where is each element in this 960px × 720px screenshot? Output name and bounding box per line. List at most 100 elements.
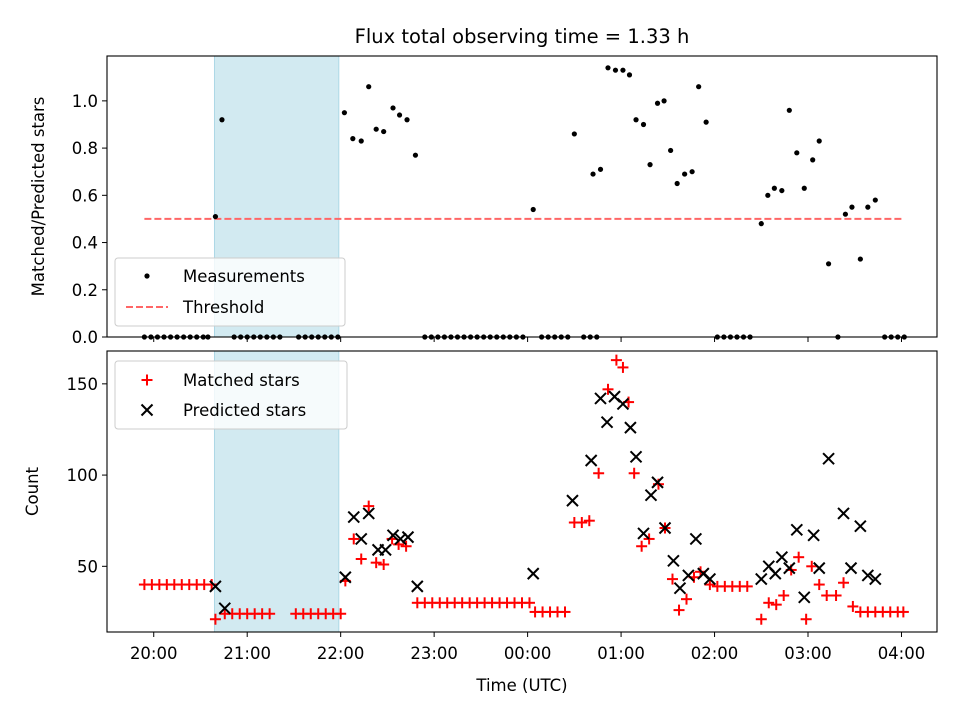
- predicted-star-point: [807, 529, 820, 542]
- predicted-star-point: [401, 530, 415, 544]
- measurement-point: [212, 213, 219, 220]
- matched-star-point: [800, 613, 812, 625]
- measurement-point: [771, 185, 777, 191]
- predicted-star-point: [624, 421, 637, 434]
- matched-star-point: [370, 557, 382, 569]
- predicted-star-point: [584, 454, 598, 467]
- matched-star-point: [673, 604, 685, 616]
- predicted-legend-glyph: [140, 403, 154, 417]
- predicted-star-point: [813, 561, 826, 575]
- measurement-point: [350, 136, 356, 142]
- measurement-point: [689, 169, 695, 175]
- measurement-point: [668, 147, 674, 154]
- measurement-point: [865, 204, 871, 210]
- predicted-star-point: [644, 488, 658, 502]
- x-tick-label: 02:00: [691, 644, 739, 663]
- measurements-legend-marker: [144, 273, 150, 279]
- top-legend: Measurements Threshold: [114, 257, 346, 327]
- measurement-point: [412, 152, 419, 158]
- measurement-point: [219, 117, 225, 123]
- matched-star-point: [378, 558, 390, 570]
- predicted-star-point: [629, 450, 643, 464]
- matched-legend-marker: [141, 374, 153, 386]
- predicted-star-point: [703, 572, 717, 586]
- measurement-point: [390, 105, 396, 111]
- x-axis-label: Time (UTC): [475, 676, 567, 695]
- top-axes-frame: [106, 55, 938, 338]
- measurement-point: [794, 150, 800, 156]
- measurement-point: [661, 98, 667, 104]
- predicted-star-point: [682, 569, 695, 582]
- y-tick-label: 100: [67, 466, 99, 485]
- matched-star-point: [778, 590, 790, 602]
- predicted-star-point: [869, 572, 882, 586]
- matched-star-point: [583, 515, 595, 527]
- x-tick-label: 21:00: [223, 644, 271, 663]
- measurement-point: [779, 187, 785, 194]
- measurement-point: [571, 131, 577, 137]
- matched-star-point: [806, 560, 818, 572]
- predicted-star-point: [651, 476, 664, 489]
- x-tick-label: 03:00: [784, 644, 832, 663]
- predicted-star-point: [822, 452, 835, 465]
- matched-star-point: [770, 599, 782, 611]
- predicted-star-point: [637, 527, 650, 540]
- measurement-point: [647, 162, 653, 168]
- matched-star-point: [847, 600, 859, 612]
- measurement-point: [801, 185, 807, 191]
- matched-star-point: [643, 533, 655, 545]
- matched-star-point: [636, 540, 648, 552]
- y-tick-label: 50: [77, 557, 98, 576]
- matched-star-point: [400, 540, 412, 552]
- matched-star-point: [209, 613, 221, 625]
- measurement-point: [849, 204, 855, 210]
- predicted-star-point: [600, 415, 614, 429]
- predicted-star-point: [209, 580, 222, 593]
- measurement-point: [765, 192, 771, 198]
- matched-star-point: [523, 597, 535, 609]
- measurement-point: [842, 211, 849, 217]
- measurement-point: [696, 84, 702, 90]
- predicted-star-point: [386, 529, 400, 542]
- predicted-star-point: [339, 571, 352, 584]
- predicted-star-point: [783, 561, 796, 575]
- counts-panel: 50 100 150 20:00 21:00 22:00 23:00 00:00 01:00 0…: [23, 350, 938, 695]
- predicted-star-point: [527, 567, 540, 580]
- measurement-point: [682, 171, 688, 177]
- measurement-point: [703, 119, 709, 125]
- predicted-star-point: [689, 532, 703, 546]
- y-tick-label: 150: [67, 375, 99, 394]
- predicted-star-point: [566, 494, 579, 507]
- predicted-star-point: [218, 602, 231, 615]
- predicted-star-point: [854, 519, 867, 533]
- matched-star-point: [763, 597, 775, 609]
- predicted-star-point: [411, 580, 424, 593]
- matched-star-point: [264, 608, 276, 620]
- bottom-legend-box: [114, 360, 348, 430]
- matched-star-point: [355, 553, 367, 565]
- measurement-point: [396, 112, 403, 118]
- x-tick-label: 00:00: [504, 644, 552, 663]
- predicted-star-point: [355, 532, 368, 546]
- legend-measurements: Measurements: [183, 267, 305, 286]
- y-tick-label: 1.0: [72, 92, 98, 111]
- x-tick-label: 23:00: [410, 644, 458, 663]
- measurement-point: [358, 138, 364, 144]
- matched-star-point: [593, 467, 605, 479]
- y-tick-label: 0.0: [72, 328, 98, 347]
- matched-star-point: [335, 608, 347, 620]
- predicted-star-point: [837, 507, 850, 520]
- x-tick-label: 22:00: [317, 644, 365, 663]
- predicted-legend-marker: [140, 403, 154, 417]
- matched-star-point: [897, 606, 909, 618]
- measurement-point: [872, 197, 878, 203]
- predicted-star-point: [755, 572, 768, 586]
- measurement-point: [373, 126, 379, 132]
- measurement-point: [857, 256, 863, 262]
- bottom-legend: Matched stars Predicted stars: [114, 360, 348, 430]
- measurement-point: [597, 166, 604, 172]
- predicted-stars-series: [209, 390, 882, 615]
- predicted-star-point: [394, 532, 407, 546]
- predicted-star-point: [594, 392, 607, 405]
